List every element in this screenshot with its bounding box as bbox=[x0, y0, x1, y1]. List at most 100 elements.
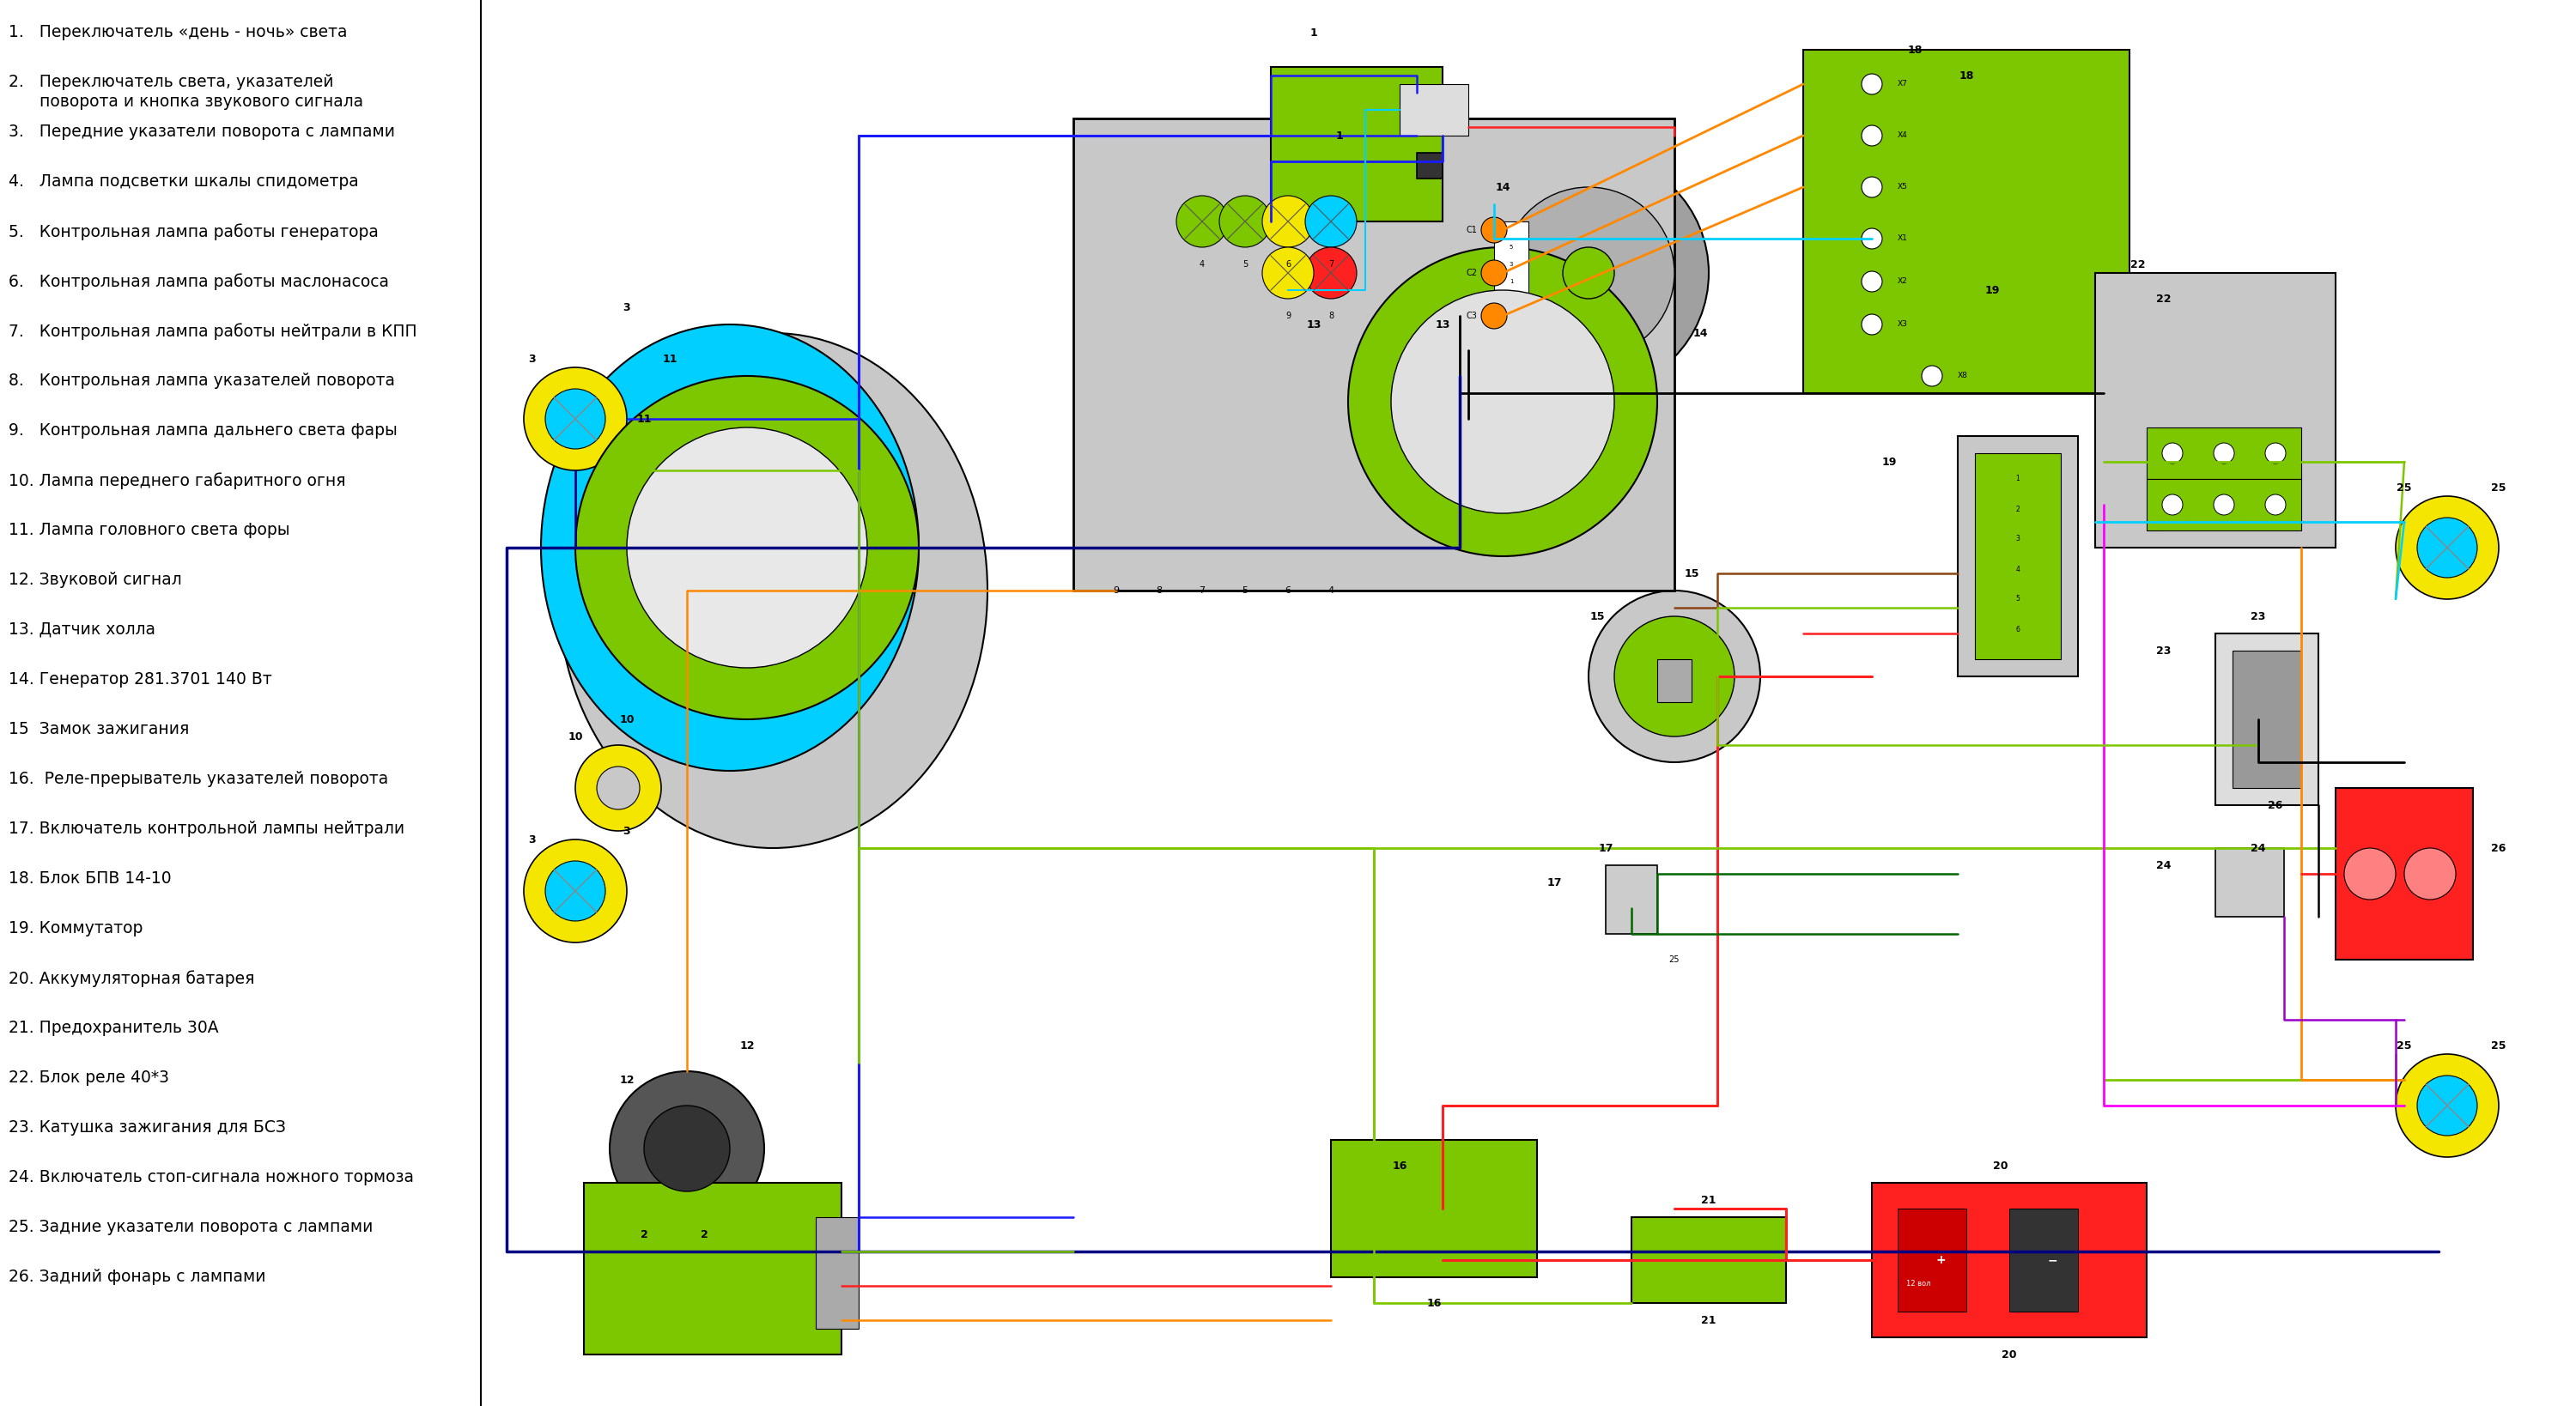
Text: X1: X1 bbox=[1899, 235, 1909, 242]
Text: 4.   Лампа подсветки шкалы спидометра: 4. Лампа подсветки шкалы спидометра bbox=[8, 173, 358, 190]
Text: 1.   Переключатель «день - ночь» света: 1. Переключатель «день - ночь» света bbox=[8, 24, 348, 41]
Text: C3: C3 bbox=[1466, 312, 1476, 321]
Text: X3: X3 bbox=[1899, 321, 1909, 329]
Circle shape bbox=[2416, 1076, 2478, 1136]
Bar bbox=[1656, 659, 1692, 702]
Circle shape bbox=[2403, 848, 2455, 900]
Text: 6.   Контрольная лампа работы маслонасоса: 6. Контрольная лампа работы маслонасоса bbox=[8, 273, 389, 290]
Text: 9: 9 bbox=[1285, 312, 1291, 321]
Circle shape bbox=[1615, 616, 1734, 737]
Text: 25: 25 bbox=[2396, 1040, 2411, 1052]
Circle shape bbox=[1262, 247, 1314, 298]
Text: 3: 3 bbox=[623, 825, 631, 837]
Text: 14: 14 bbox=[1692, 328, 1708, 339]
Text: 5: 5 bbox=[1510, 245, 1512, 250]
Text: 21: 21 bbox=[1700, 1195, 1716, 1205]
Circle shape bbox=[1262, 195, 1314, 247]
Text: 3.   Передние указатели поворота с лампами: 3. Передние указатели поворота с лампами bbox=[8, 124, 394, 141]
Circle shape bbox=[626, 427, 868, 668]
Circle shape bbox=[2264, 495, 2285, 515]
Text: +: + bbox=[1935, 1254, 1945, 1265]
Text: 22: 22 bbox=[2156, 292, 2172, 304]
Text: 11: 11 bbox=[636, 413, 652, 425]
Text: 2.   Переключатель света, указателей
      поворота и кнопка звукового сигнала: 2. Переключатель света, указателей повор… bbox=[8, 75, 363, 110]
Circle shape bbox=[574, 375, 920, 720]
Text: 17: 17 bbox=[1597, 842, 1613, 853]
Bar bbox=[1494, 222, 1528, 298]
Text: 22. Блок реле 40*3: 22. Блок реле 40*3 bbox=[8, 1070, 170, 1085]
Bar bbox=[1417, 110, 1443, 135]
Text: 5.   Контрольная лампа работы генератора: 5. Контрольная лампа работы генератора bbox=[8, 224, 379, 240]
Text: 10: 10 bbox=[567, 731, 582, 742]
Bar bbox=[2009, 1209, 2079, 1312]
Text: 1: 1 bbox=[1337, 129, 1342, 141]
Circle shape bbox=[1862, 314, 1883, 335]
Text: 15: 15 bbox=[1685, 568, 1700, 579]
Text: 9.   Контрольная лампа дальнего света фары: 9. Контрольная лампа дальнего света фары bbox=[8, 422, 397, 439]
Circle shape bbox=[546, 389, 605, 449]
Text: 11. Лампа головного света форы: 11. Лампа головного света форы bbox=[8, 522, 289, 538]
Text: 20: 20 bbox=[1994, 1160, 2009, 1171]
Circle shape bbox=[1862, 177, 1883, 197]
Ellipse shape bbox=[559, 333, 987, 848]
Bar bbox=[1399, 84, 1468, 135]
Circle shape bbox=[1306, 195, 1358, 247]
Circle shape bbox=[523, 367, 626, 471]
Circle shape bbox=[546, 860, 605, 921]
Text: 2: 2 bbox=[2017, 505, 2020, 513]
Text: C2: C2 bbox=[1466, 269, 1476, 277]
Circle shape bbox=[1481, 304, 1507, 329]
Circle shape bbox=[1862, 228, 1883, 249]
Text: 26: 26 bbox=[2267, 800, 2282, 811]
Text: X8: X8 bbox=[1958, 373, 1968, 380]
Text: 21. Предохранитель 30А: 21. Предохранитель 30А bbox=[8, 1019, 219, 1036]
Circle shape bbox=[1347, 247, 1656, 557]
Text: 2: 2 bbox=[701, 1229, 708, 1240]
Bar bbox=[2336, 787, 2473, 960]
Bar bbox=[1332, 1140, 1538, 1277]
Text: 1: 1 bbox=[1510, 278, 1512, 284]
Text: 12 вол: 12 вол bbox=[1906, 1279, 1932, 1288]
Text: 5: 5 bbox=[1242, 586, 1247, 595]
Text: 13: 13 bbox=[1435, 319, 1450, 330]
Text: 4: 4 bbox=[1327, 586, 1334, 595]
Text: 4: 4 bbox=[2017, 565, 2020, 574]
Circle shape bbox=[574, 745, 662, 831]
Circle shape bbox=[1468, 153, 1708, 394]
Circle shape bbox=[2213, 495, 2233, 515]
Bar bbox=[2215, 634, 2318, 806]
Circle shape bbox=[1481, 217, 1507, 243]
Circle shape bbox=[644, 1105, 729, 1191]
Text: 16.  Реле-прерыватель указателей поворота: 16. Реле-прерыватель указателей поворота bbox=[8, 770, 389, 787]
Bar bbox=[1417, 153, 1443, 179]
Bar bbox=[2146, 479, 2300, 530]
Text: 7: 7 bbox=[1198, 586, 1206, 595]
Circle shape bbox=[1589, 591, 1759, 762]
Circle shape bbox=[1502, 187, 1674, 359]
Text: 14. Генератор 281.3701 140 Вт: 14. Генератор 281.3701 140 Вт bbox=[8, 671, 273, 688]
Circle shape bbox=[1564, 247, 1615, 298]
Circle shape bbox=[523, 839, 626, 942]
Text: 25: 25 bbox=[2491, 482, 2506, 494]
Circle shape bbox=[1481, 260, 1507, 285]
Circle shape bbox=[2416, 517, 2478, 578]
Bar bbox=[1976, 453, 2061, 659]
Text: 6: 6 bbox=[1285, 260, 1291, 269]
Bar bbox=[1803, 49, 2130, 394]
Text: 12: 12 bbox=[618, 1074, 634, 1085]
Text: X2: X2 bbox=[1899, 277, 1909, 285]
Text: −: − bbox=[2048, 1254, 2058, 1265]
Text: 17: 17 bbox=[1546, 877, 1561, 889]
Text: 24. Включатель стоп-сигнала ножного тормоза: 24. Включатель стоп-сигнала ножного торм… bbox=[8, 1170, 415, 1185]
Text: 16: 16 bbox=[1427, 1298, 1443, 1309]
Circle shape bbox=[2161, 443, 2182, 464]
Text: 3: 3 bbox=[623, 302, 631, 314]
Text: 8: 8 bbox=[1157, 586, 1162, 595]
Bar bbox=[1958, 436, 2079, 676]
Text: 15  Замок зажигания: 15 Замок зажигания bbox=[8, 721, 188, 737]
Text: 26. Задний фонарь с лампами: 26. Задний фонарь с лампами bbox=[8, 1268, 265, 1285]
Text: 23: 23 bbox=[2251, 610, 2267, 621]
Text: 19: 19 bbox=[1880, 456, 1896, 467]
Text: 8: 8 bbox=[1329, 312, 1334, 321]
Text: 18. Блок БПВ 14-10: 18. Блок БПВ 14-10 bbox=[8, 870, 173, 887]
